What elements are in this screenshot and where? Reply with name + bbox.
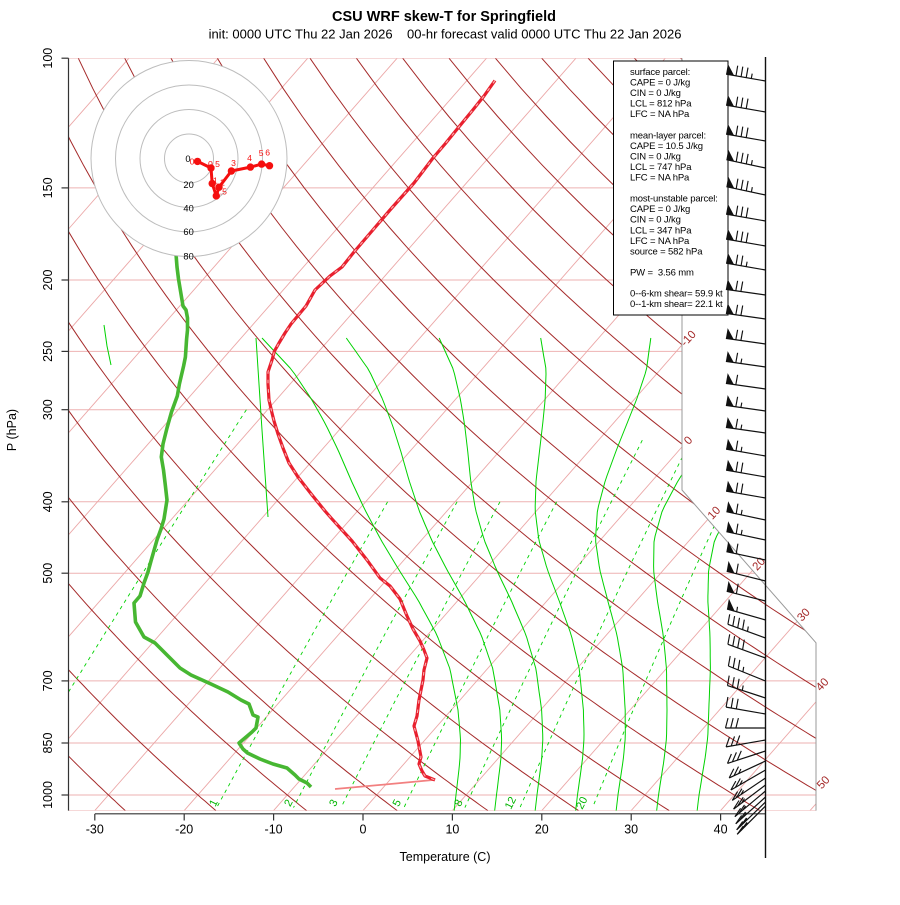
svg-text:LFC = NA hPa: LFC = NA hPa: [630, 236, 690, 247]
svg-text:LCL = 812 hPa: LCL = 812 hPa: [630, 99, 692, 110]
svg-text:-30: -30: [86, 823, 104, 837]
svg-text:80: 80: [183, 252, 193, 262]
svg-text:200: 200: [41, 270, 55, 291]
svg-text:250: 250: [41, 341, 55, 362]
svg-text:0.5: 0.5: [208, 159, 220, 169]
svg-text:1000: 1000: [41, 781, 55, 809]
svg-text:0--1-km shear= 22.1 kt: 0--1-km shear= 22.1 kt: [630, 299, 723, 310]
svg-text:0--6-km shear= 59.9 kt: 0--6-km shear= 59.9 kt: [630, 289, 723, 300]
svg-text:12: 12: [503, 795, 519, 811]
svg-text:150: 150: [41, 177, 55, 198]
svg-text:-10: -10: [265, 823, 283, 837]
svg-text:1: 1: [213, 176, 218, 186]
svg-text:30: 30: [624, 823, 638, 837]
svg-text:700: 700: [41, 670, 55, 691]
svg-text:1.5: 1.5: [215, 187, 227, 197]
svg-text:0: 0: [360, 823, 367, 837]
svg-text:mean-layer parcel:: mean-layer parcel:: [630, 130, 706, 141]
svg-text:300: 300: [41, 399, 55, 420]
svg-text:20: 20: [183, 180, 193, 190]
svg-text:CIN = 0 J/kg: CIN = 0 J/kg: [630, 88, 681, 99]
svg-text:8: 8: [452, 798, 465, 809]
svg-text:CIN = 0 J/kg: CIN = 0 J/kg: [630, 215, 681, 226]
svg-text:Temperature (C): Temperature (C): [400, 850, 491, 864]
svg-text:6: 6: [265, 148, 270, 158]
svg-text:5: 5: [259, 148, 264, 158]
svg-text:2: 2: [220, 178, 225, 188]
svg-text:LFC = NA hPa: LFC = NA hPa: [630, 173, 690, 184]
svg-text:source = 582 hPa: source = 582 hPa: [630, 246, 703, 257]
svg-text:-20: -20: [175, 823, 193, 837]
svg-text:3: 3: [327, 798, 340, 809]
svg-text:LFC = NA hPa: LFC = NA hPa: [630, 109, 690, 120]
svg-text:CSU WRF skew-T for Springfield: CSU WRF skew-T for Springfield: [332, 9, 556, 25]
svg-text:4: 4: [247, 153, 252, 163]
svg-text:CAPE = 0 J/kg: CAPE = 0 J/kg: [630, 78, 690, 89]
svg-text:LCL = 747 hPa: LCL = 747 hPa: [630, 162, 692, 173]
svg-text:PW = 3.56 mm: PW = 3.56 mm: [630, 268, 694, 279]
svg-text:LCL = 347 hPa: LCL = 347 hPa: [630, 225, 692, 236]
svg-text:40: 40: [714, 823, 728, 837]
svg-text:init: 0000 UTC Thu 22 Jan 2026: init: 0000 UTC Thu 22 Jan 2026 00-hr for…: [209, 27, 682, 42]
svg-text:40: 40: [183, 204, 193, 214]
svg-text:0: 0: [190, 157, 195, 167]
svg-text:surface parcel:: surface parcel:: [630, 67, 690, 78]
svg-text:1: 1: [207, 798, 220, 809]
svg-text:most-unstable parcel:: most-unstable parcel:: [630, 194, 718, 205]
svg-text:3: 3: [231, 158, 236, 168]
svg-text:5: 5: [391, 798, 404, 809]
svg-text:500: 500: [41, 563, 55, 584]
svg-text:400: 400: [41, 491, 55, 512]
svg-text:2: 2: [282, 798, 295, 809]
svg-text:CAPE = 10.5 J/kg: CAPE = 10.5 J/kg: [630, 141, 703, 152]
svg-text:20: 20: [535, 823, 549, 837]
svg-text:850: 850: [41, 733, 55, 754]
svg-text:P (hPa): P (hPa): [5, 409, 19, 451]
svg-text:CAPE = 0 J/kg: CAPE = 0 J/kg: [630, 204, 690, 215]
svg-text:60: 60: [183, 227, 193, 237]
svg-text:10: 10: [445, 823, 459, 837]
svg-text:100: 100: [41, 48, 55, 69]
svg-text:20: 20: [574, 795, 590, 811]
svg-text:0: 0: [185, 154, 190, 164]
svg-text:CIN = 0 J/kg: CIN = 0 J/kg: [630, 151, 681, 162]
